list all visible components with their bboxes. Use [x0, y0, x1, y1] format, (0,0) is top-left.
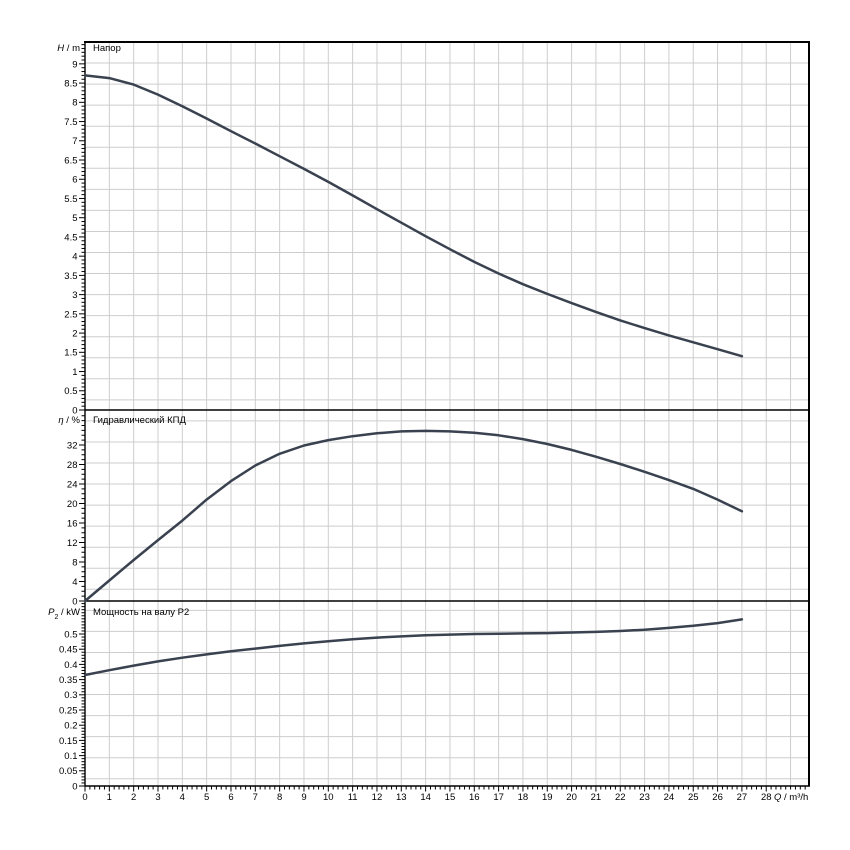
grid-layer	[85, 42, 810, 786]
y-tick-label: 0.25	[59, 705, 78, 716]
y-tick-label: 7	[72, 136, 77, 147]
y-tick-label: 1.5	[64, 348, 77, 359]
y-tick-label: 12	[67, 538, 78, 549]
power-axis-unit-label: P2 / kW	[48, 607, 80, 621]
y-tick-label: 4	[72, 577, 77, 588]
curve-layer	[83, 74, 744, 677]
y-tick-label: 6.5	[64, 155, 77, 166]
x-tick-label: 17	[493, 792, 504, 803]
x-tick-label: 22	[615, 792, 626, 803]
y-tick-label: 0.5	[64, 629, 77, 640]
head-curve	[83, 74, 744, 358]
x-tick-label: 0	[82, 792, 87, 803]
x-tick-label: 2	[131, 792, 136, 803]
x-tick-label: 13	[396, 792, 407, 803]
y-tick-label: 1	[72, 367, 77, 378]
flow-symbol: Q	[774, 792, 782, 803]
x-tick-label: 1	[107, 792, 112, 803]
x-tick-label: 12	[372, 792, 383, 803]
y-tick-label: 28	[67, 460, 78, 471]
x-tick-label: 21	[591, 792, 602, 803]
head-symbol: H	[57, 43, 64, 54]
y-tick-label: 3.5	[64, 271, 77, 282]
x-tick-label: 7	[253, 792, 258, 803]
head-curve-title: Напор	[93, 43, 121, 54]
y-tick-label: 0.5	[64, 386, 77, 397]
x-tick-label: 24	[664, 792, 675, 803]
y-tick-label: 0.3	[64, 690, 77, 701]
y-tick-label: 0	[72, 596, 77, 607]
y-tick-label: 0	[72, 781, 77, 792]
y-tick-label: 0.15	[59, 736, 78, 747]
y-tick-label: 8.5	[64, 78, 77, 89]
x-tick-label: 16	[469, 792, 480, 803]
x-tick-label: 10	[323, 792, 334, 803]
y-tick-label: 0.2	[64, 721, 77, 732]
x-tick-label: 15	[445, 792, 456, 803]
y-tick-label: 5	[72, 213, 77, 224]
y-tick-label: 16	[67, 518, 78, 529]
x-tick-label: 6	[228, 792, 233, 803]
efficiency-unit: / %	[64, 415, 81, 426]
flow-axis-unit-label: Q / m³/h	[774, 792, 808, 803]
tick-label-layer: 98.587.576.565.554.543.532.521.510.50322…	[59, 59, 772, 803]
y-tick-label: 2	[72, 328, 77, 339]
power-symbol-subscript: 2	[54, 614, 58, 621]
x-tick-label: 11	[348, 792, 358, 803]
x-tick-label: 23	[639, 792, 650, 803]
x-tick-label: 27	[737, 792, 748, 803]
y-tick-label: 4	[72, 252, 77, 263]
x-tick-label: 14	[420, 792, 431, 803]
y-tick-label: 0.1	[64, 751, 77, 762]
y-tick-label: 0.05	[59, 766, 78, 777]
y-tick-label: 7.5	[64, 117, 77, 128]
power-curve	[83, 618, 744, 677]
y-tick-label: 8	[72, 98, 77, 109]
y-tick-label: 0.4	[64, 660, 77, 671]
x-tick-label: 18	[518, 792, 529, 803]
efficiency-symbol: η	[58, 415, 63, 426]
power-unit: / kW	[58, 607, 80, 618]
power-symbol: P	[48, 607, 55, 618]
y-tick-label: 0.35	[59, 675, 78, 686]
efficiency-axis-unit-label: η / %	[58, 415, 80, 426]
y-tick-label: 8	[72, 557, 77, 568]
x-tick-label: 8	[277, 792, 282, 803]
x-tick-label: 4	[180, 792, 185, 803]
x-tick-label: 19	[542, 792, 553, 803]
efficiency-curve-title: Гидравлический КПД	[93, 415, 186, 426]
power-curve-title: Мощность на валу P2	[93, 607, 189, 618]
head-unit: / m	[64, 43, 80, 54]
y-tick-label: 20	[67, 499, 78, 510]
x-tick-label: 9	[301, 792, 306, 803]
x-tick-label: 26	[712, 792, 723, 803]
x-tick-label: 20	[566, 792, 577, 803]
axis-layer	[79, 41, 810, 792]
y-tick-label: 32	[67, 440, 78, 451]
head-axis-unit-label: H / m	[57, 43, 80, 54]
y-tick-label: 4.5	[64, 232, 77, 243]
y-tick-label: 24	[67, 479, 78, 490]
y-tick-label: 2.5	[64, 309, 77, 320]
y-tick-label: 0	[72, 405, 77, 416]
y-tick-label: 9	[72, 59, 77, 70]
efficiency-curve	[83, 429, 744, 603]
x-tick-label: 28	[761, 792, 772, 803]
y-tick-label: 0.45	[59, 645, 78, 656]
flow-unit: / m³/h	[781, 792, 808, 803]
x-tick-label: 5	[204, 792, 209, 803]
y-tick-label: 3	[72, 290, 77, 301]
y-tick-label: 5.5	[64, 194, 77, 205]
x-tick-label: 3	[155, 792, 160, 803]
y-tick-label: 6	[72, 175, 77, 186]
x-tick-label: 25	[688, 792, 699, 803]
